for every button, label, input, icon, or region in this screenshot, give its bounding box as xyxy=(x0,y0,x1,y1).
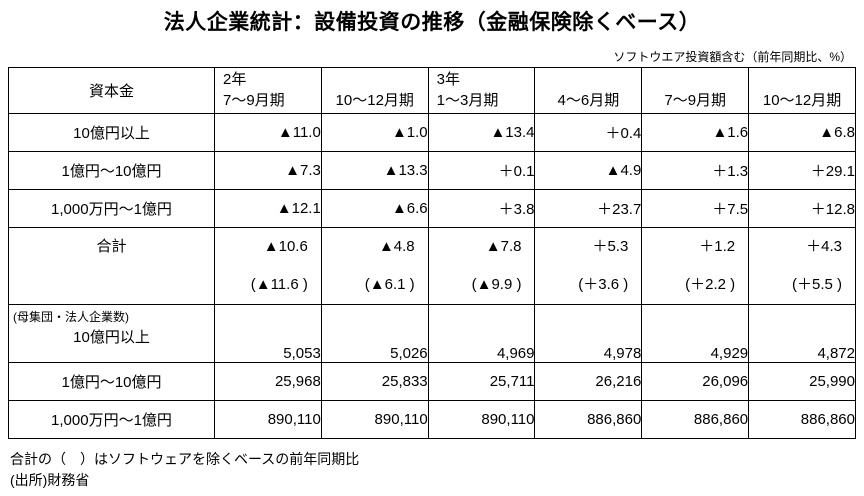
value-cell: 25,990 xyxy=(748,362,856,401)
unit-note: ソフトウエア投資額含む（前年同期比、%） xyxy=(613,50,852,64)
value-cell: ▲12.1 xyxy=(214,189,322,228)
total-paren-value: (▲6.1 ) xyxy=(364,276,415,293)
value-cell: 886,860 xyxy=(748,400,856,439)
capex-table: 資本金 2年 7〜9月期 10〜12月期 3年 1〜3月期 4〜6月期 7〜9月… xyxy=(8,67,856,439)
period-label: 1〜3月期 xyxy=(436,92,499,109)
total-paren-value: (＋3.6 ) xyxy=(578,276,629,293)
year-label: 2年 xyxy=(223,71,247,88)
row-label: 1,000万円〜1億円 xyxy=(8,189,215,228)
value-cell: ▲10.6 (▲11.6 ) xyxy=(214,227,322,305)
year-label xyxy=(643,69,748,91)
value-cell: 25,833 xyxy=(320,362,429,401)
value-cell: 890,110 xyxy=(427,400,536,439)
total-value: ▲10.6 xyxy=(263,238,308,255)
value-cell: 886,860 xyxy=(534,400,643,439)
row-label: 1億円〜10億円 xyxy=(8,151,215,190)
total-value: ＋5.3 xyxy=(592,238,629,255)
value-cell: ▲11.0 xyxy=(214,113,322,152)
table-row-rate-mid: 1億円〜10億円 ▲7.3 ▲13.3 ＋0.1 ▲4.9 ＋1.3 ＋29.1 xyxy=(8,151,856,190)
col-header-2y-q3: 2年 7〜9月期 xyxy=(214,67,322,114)
row-label: 1,000万円〜1億円 xyxy=(8,400,215,439)
row-label: (母集団・法人企業数) 10億円以上 xyxy=(8,304,215,363)
total-paren-value: (▲9.9 ) xyxy=(471,276,522,293)
value-cell: 890,110 xyxy=(320,400,429,439)
value-cell: 4,978 xyxy=(534,304,643,363)
page-title: 法人企業統計：設備投資の推移（金融保険除くベース） xyxy=(163,11,701,34)
value-cell: ▲13.4 xyxy=(427,113,536,152)
table-row-count-small: 1,000万円〜1億円 890,110 890,110 890,110 886,… xyxy=(8,400,856,439)
year-label xyxy=(750,69,855,91)
value-cell: ▲6.6 xyxy=(320,189,429,228)
table-header-row: 資本金 2年 7〜9月期 10〜12月期 3年 1〜3月期 4〜6月期 7〜9月… xyxy=(8,67,856,114)
footnotes: 合計の（ ）はソフトウェアを除くベースの前年同期比 (出所)財務省 xyxy=(10,449,864,491)
year-label xyxy=(322,69,427,91)
year-label: 3年 xyxy=(436,71,460,88)
table-row-rate-small: 1,000万円〜1億円 ▲12.1 ▲6.6 ＋3.8 ＋23.7 ＋7.5 ＋… xyxy=(8,189,856,228)
value-cell: ▲1.6 xyxy=(641,113,750,152)
value-cell: 890,110 xyxy=(214,400,322,439)
value-cell: ＋0.4 xyxy=(534,113,643,152)
total-paren-value: (▲11.6 ) xyxy=(250,276,308,293)
total-label: 合計 xyxy=(96,238,127,255)
footnote-paren-note: 合計の（ ）はソフトウェアを除くベースの前年同期比 xyxy=(10,451,360,467)
period-label: 4〜6月期 xyxy=(557,92,620,109)
value-cell: ＋12.8 xyxy=(748,189,856,228)
total-paren-value: (＋5.5 ) xyxy=(791,276,842,293)
footnote-source: (出所)財務省 xyxy=(10,472,90,488)
period-label: 7〜9月期 xyxy=(664,92,727,109)
value-cell: ＋5.3 (＋3.6 ) xyxy=(534,227,643,305)
row-label: 合計 xyxy=(8,227,215,305)
value-cell: 26,096 xyxy=(641,362,750,401)
table-row-count-mid: 1億円〜10億円 25,968 25,833 25,711 26,216 26,… xyxy=(8,362,856,401)
value-cell: 4,929 xyxy=(641,304,750,363)
value-cell: 4,969 xyxy=(427,304,536,363)
table-row-total: 合計 ▲10.6 (▲11.6 ) ▲4.8 (▲6.1 ) ▲7.8 (▲9.… xyxy=(8,227,856,305)
capital-header: 資本金 xyxy=(8,67,215,114)
table-row-rate-large: 10億円以上 ▲11.0 ▲1.0 ▲13.4 ＋0.4 ▲1.6 ▲6.8 xyxy=(8,113,856,152)
value-cell: ▲7.8 (▲9.9 ) xyxy=(427,227,536,305)
col-header-3y-q2: 4〜6月期 xyxy=(534,67,643,114)
col-header-3y-q4: 10〜12月期 xyxy=(748,67,856,114)
value-cell: ＋7.5 xyxy=(641,189,750,228)
table-row-count-large: (母集団・法人企業数) 10億円以上 5,053 5,026 4,969 4,9… xyxy=(8,304,856,363)
period-label: 7〜9月期 xyxy=(223,92,285,109)
value-cell: ▲4.9 xyxy=(534,151,643,190)
value-cell: ▲6.8 xyxy=(748,113,856,152)
col-header-2y-q4: 10〜12月期 xyxy=(320,67,429,114)
col-header-3y-q3: 7〜9月期 xyxy=(641,67,750,114)
total-value: ▲7.8 xyxy=(485,238,522,255)
value-cell: 26,216 xyxy=(534,362,643,401)
value-cell: 5,026 xyxy=(320,304,429,363)
value-cell: ＋1.2 (＋2.2 ) xyxy=(641,227,750,305)
value-cell: ▲7.3 xyxy=(214,151,322,190)
period-label: 10〜12月期 xyxy=(762,92,842,109)
value-cell: 25,968 xyxy=(214,362,322,401)
value-cell: ＋1.3 xyxy=(641,151,750,190)
year-label xyxy=(536,69,641,91)
value-cell: ▲4.8 (▲6.1 ) xyxy=(320,227,429,305)
col-header-3y-q1: 3年 1〜3月期 xyxy=(427,67,536,114)
value-cell: 25,711 xyxy=(427,362,536,401)
value-cell: 886,860 xyxy=(641,400,750,439)
count-row-label: 10億円以上 xyxy=(73,329,150,346)
value-cell: 4,872 xyxy=(748,304,856,363)
row-label: 1億円〜10億円 xyxy=(8,362,215,401)
period-label: 10〜12月期 xyxy=(335,92,414,109)
total-value: ＋1.2 xyxy=(699,238,736,255)
value-cell: ▲13.3 xyxy=(320,151,429,190)
value-cell: ▲1.0 xyxy=(320,113,429,152)
total-paren-value: (＋2.2 ) xyxy=(685,276,736,293)
population-group-label: (母集団・法人企業数) xyxy=(13,310,129,324)
value-cell: ＋0.1 xyxy=(427,151,536,190)
value-cell: ＋23.7 xyxy=(534,189,643,228)
value-cell: ＋4.3 (＋5.5 ) xyxy=(748,227,856,305)
total-value: ＋4.3 xyxy=(806,238,842,255)
value-cell: ＋3.8 xyxy=(427,189,536,228)
page: 法人企業統計：設備投資の推移（金融保険除くベース） ソフトウエア投資額含む（前年… xyxy=(0,6,864,491)
value-cell: ＋29.1 xyxy=(748,151,856,190)
value-cell: 5,053 xyxy=(214,304,322,363)
row-label: 10億円以上 xyxy=(8,113,215,152)
total-value: ▲4.8 xyxy=(378,238,415,255)
